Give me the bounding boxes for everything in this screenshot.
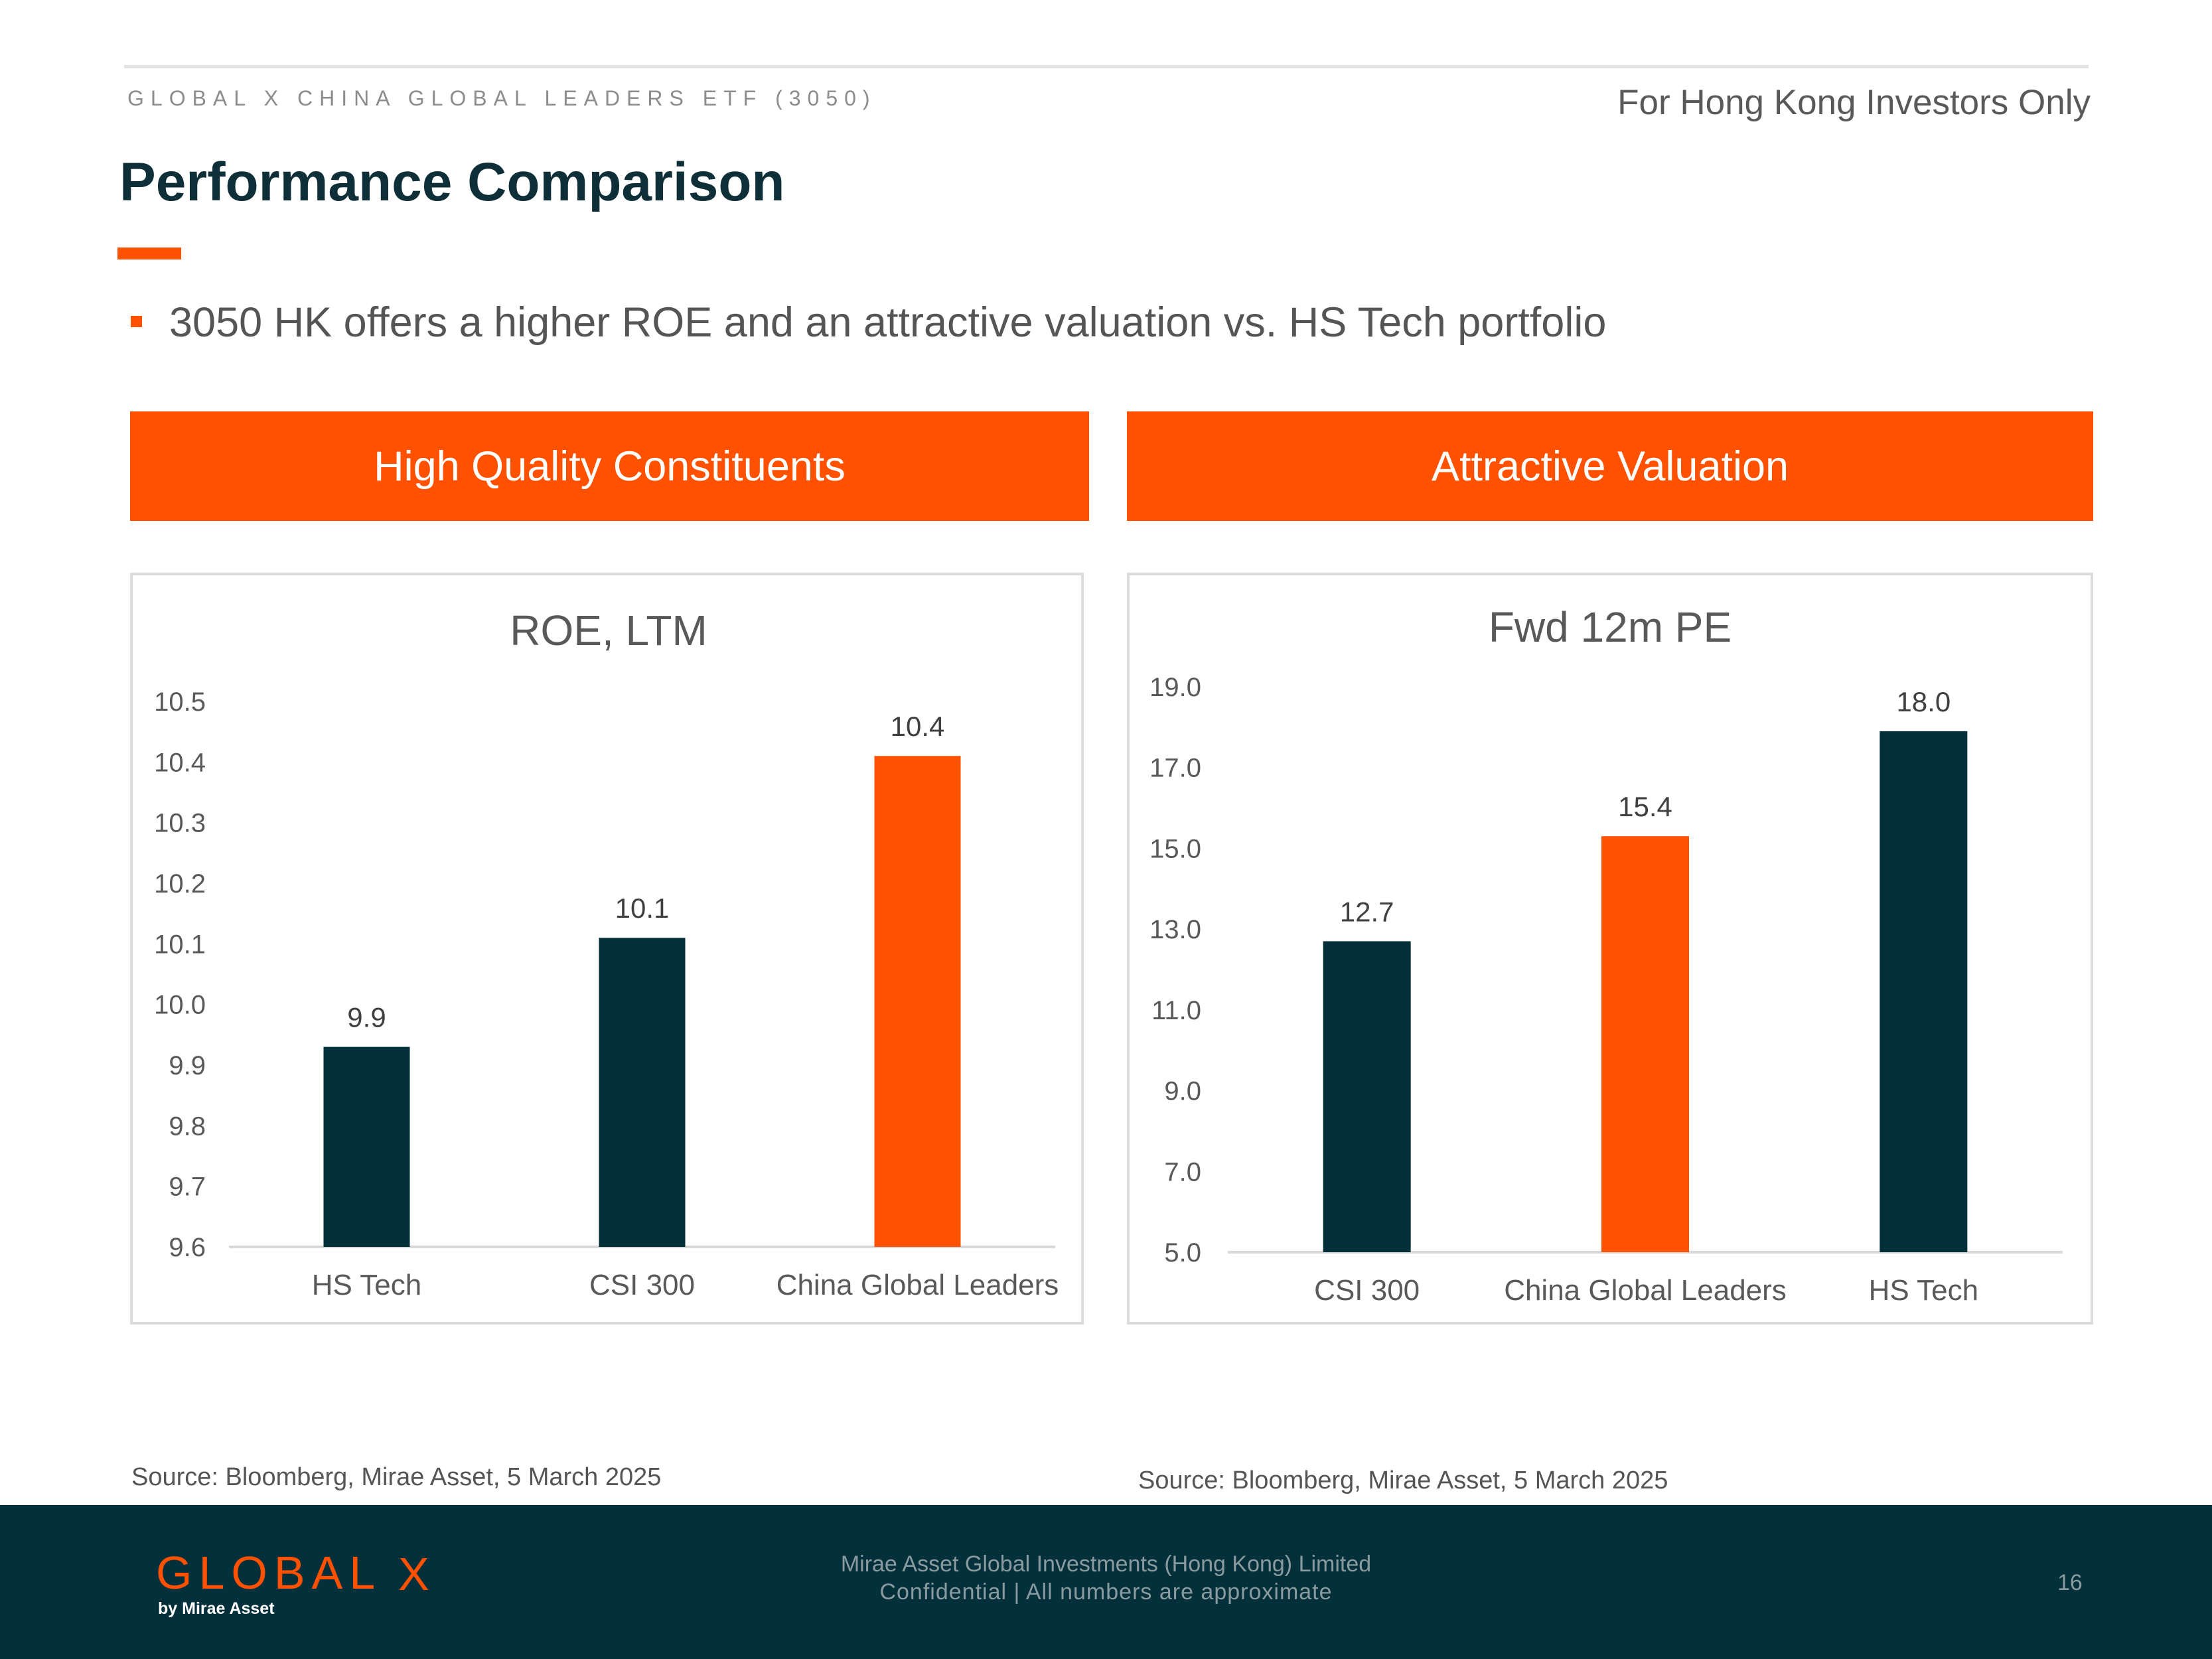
bullet-text: 3050 HK offers a higher ROE and an attra… (169, 299, 1607, 346)
logo-x-mark: X (398, 1548, 429, 1600)
banner-attractive-valuation: Attractive Valuation (1127, 411, 2093, 521)
page-number: 16 (2057, 1570, 2083, 1595)
chart-title: ROE, LTM (510, 607, 707, 654)
bar (599, 938, 686, 1247)
banner-label: Attractive Valuation (1431, 443, 1789, 490)
y-tick-label: 7.0 (1164, 1157, 1201, 1187)
chart-title: Fwd 12m PE (1489, 603, 1732, 651)
footer-band (0, 1505, 2212, 1659)
logo-subtitle: by Mirae Asset (158, 1599, 275, 1618)
data-label: 9.9 (347, 1002, 386, 1033)
y-tick-label: 10.0 (154, 991, 206, 1020)
y-tick-label: 10.1 (154, 930, 206, 959)
data-label: 18.0 (1896, 686, 1951, 717)
pe-chart-panel: Fwd 12m PE 5.0 7.0 9.0 11.0 13.0 15.0 17.0 19.0 1… (1127, 573, 2093, 1325)
y-tick-label: 9.9 (169, 1051, 206, 1080)
x-tick-label: HS Tech (312, 1269, 422, 1301)
data-label: 10.4 (891, 711, 945, 742)
y-tick-label: 17.0 (1149, 754, 1201, 783)
bar (323, 1046, 410, 1247)
y-tick-label: 10.4 (154, 748, 206, 777)
roe-chart-panel: ROE, LTM 9.6 9.7 9.8 9.9 10.0 10.1 10.2 10.3 10.4… (130, 573, 1084, 1325)
pe-chart: Fwd 12m PE 5.0 7.0 9.0 11.0 13.0 15.0 17.0 19.0 1… (1149, 603, 2063, 1307)
y-tick-label: 10.3 (154, 809, 206, 838)
banner-label: High Quality Constituents (374, 443, 846, 490)
y-tick-label: 11.0 (1151, 996, 1201, 1025)
y-tick-label: 10.5 (154, 687, 206, 717)
y-tick-label: 13.0 (1149, 915, 1201, 944)
y-tick-label: 5.0 (1164, 1238, 1201, 1267)
bar (1601, 836, 1689, 1252)
confidential-note: Confidential | All numbers are approxima… (879, 1579, 1333, 1605)
company-name: Mirae Asset Global Investments (Hong Kon… (840, 1551, 1372, 1577)
x-tick-label: CSI 300 (589, 1269, 695, 1301)
x-tick-label: China Global Leaders (776, 1269, 1059, 1301)
y-tick-label: 10.2 (154, 869, 206, 899)
banner-high-quality: High Quality Constituents (130, 411, 1089, 521)
y-tick-label: 9.8 (169, 1112, 206, 1141)
bar (1323, 941, 1411, 1252)
bullet-marker (131, 316, 142, 327)
x-tick-label: CSI 300 (1314, 1274, 1420, 1307)
y-tick-label: 9.7 (169, 1173, 206, 1202)
bar (874, 756, 961, 1247)
bar (1880, 731, 1968, 1252)
page-title: Performance Comparison (119, 152, 785, 212)
y-tick-label: 9.6 (169, 1233, 206, 1262)
source-note: Source: Bloomberg, Mirae Asset, 5 March … (1138, 1467, 1668, 1494)
data-label: 15.4 (1618, 791, 1672, 822)
audience-notice: For Hong Kong Investors Only (1617, 83, 2091, 122)
source-note: Source: Bloomberg, Mirae Asset, 5 March … (131, 1463, 662, 1491)
header-rule (124, 65, 2089, 68)
data-label: 12.7 (1340, 896, 1394, 927)
y-tick-label: 19.0 (1149, 673, 1201, 702)
global-x-logo: GLOBAL (156, 1547, 382, 1599)
title-accent-bar (117, 248, 181, 259)
roe-chart: ROE, LTM 9.6 9.7 9.8 9.9 10.0 10.1 10.2 10.3 10.4… (154, 607, 1059, 1301)
fund-name: GLOBAL X CHINA GLOBAL LEADERS ETF (3050) (127, 86, 877, 110)
y-tick-label: 9.0 (1164, 1077, 1201, 1106)
x-tick-label: HS Tech (1869, 1274, 1979, 1307)
y-tick-label: 15.0 (1149, 834, 1201, 863)
x-tick-label: China Global Leaders (1504, 1274, 1787, 1307)
data-label: 10.1 (615, 893, 670, 924)
